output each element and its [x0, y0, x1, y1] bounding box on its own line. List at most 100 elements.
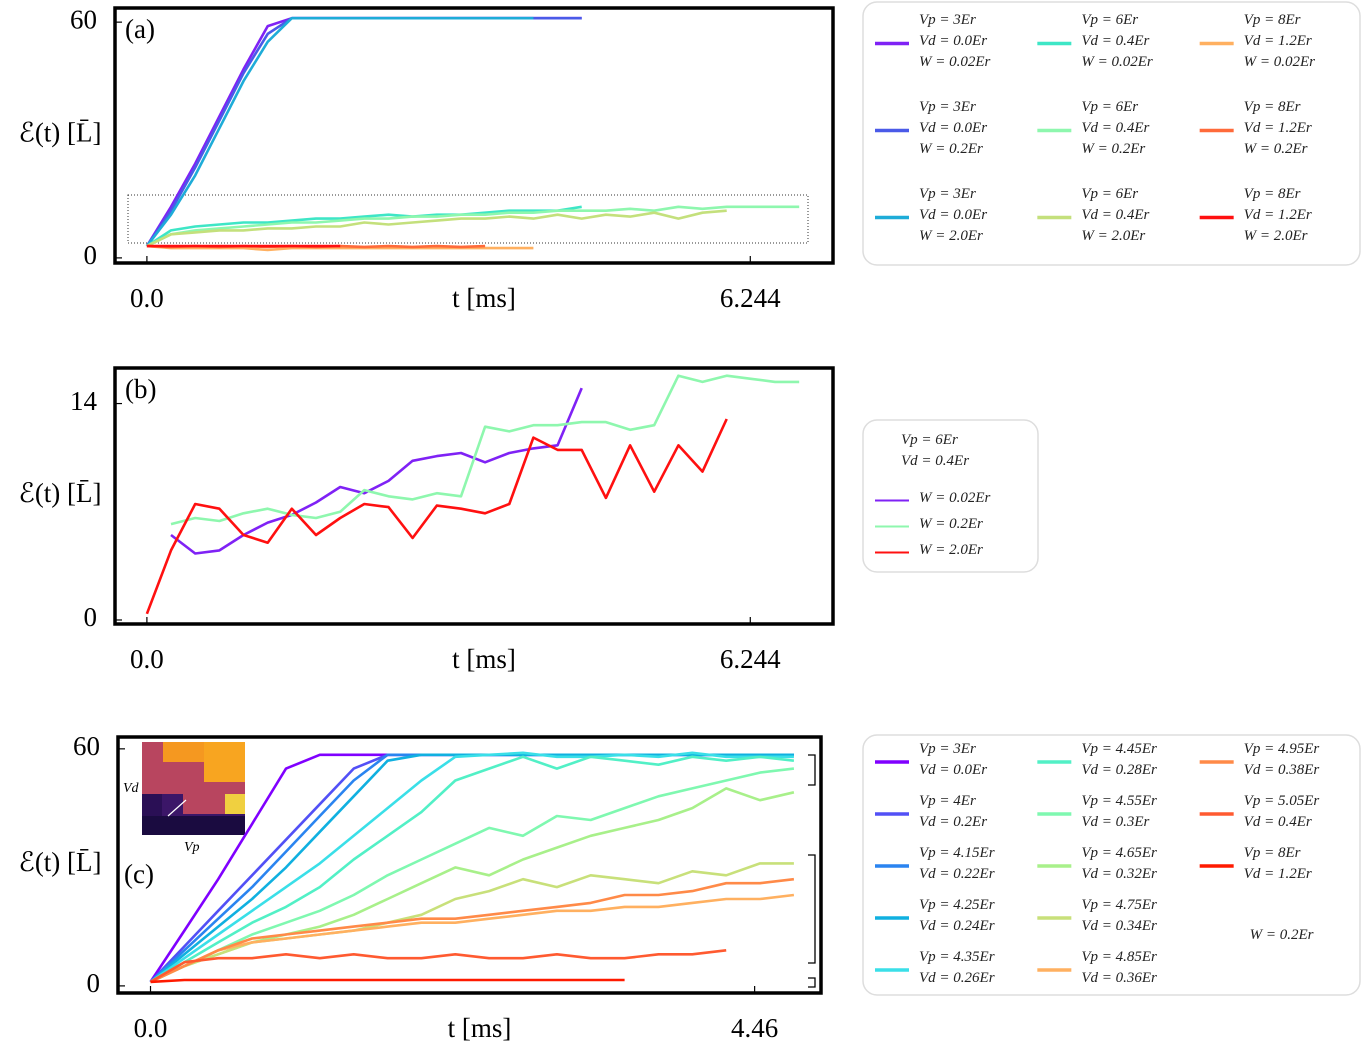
legend-entry-box: Vp = 4.95Er Vd = 0.38Er: [1243, 741, 1320, 778]
legend-entry: Vp = 4.95Er Vd = 0.38Er: [1243, 741, 1320, 778]
legend-entry: Vp = 4Er Vd = 0.2Er: [919, 793, 988, 830]
legend-entry: W = 0.02Er: [919, 490, 991, 506]
legend-entry-box: Vp = 4Er Vd = 0.2Er: [919, 793, 988, 830]
series-line: [149, 767, 795, 984]
legend-entry: Vp = 8Er Vd = 1.2Er: [1243, 845, 1312, 882]
y-tick-label: 60: [73, 731, 100, 761]
inset-x-label: Vp: [184, 840, 200, 855]
legend-entry-box: Vp = 4.45Er Vd = 0.28Er: [1081, 741, 1157, 778]
zoom-box: [127, 194, 809, 244]
legend-entry: Vp = 4.65Er Vd = 0.32Er: [1081, 845, 1157, 882]
legend-entry-box: Vp = 4.65Er Vd = 0.32Er: [1081, 845, 1157, 882]
legend-entry: W = 0.2Er: [919, 516, 983, 532]
legend-entry-box: Vp = 4.75Er Vd = 0.34Er: [1081, 897, 1157, 934]
series-line: [145, 16, 534, 247]
legend-note-box: W = 0.2Er: [1249, 927, 1314, 943]
legend-entry: W = 2.0Er: [919, 542, 983, 558]
series-line: [149, 751, 794, 983]
y-axis-label: ℰ(t) [L̄]: [18, 478, 101, 508]
legend-entry-box: Vp = 3Er Vd = 0.0Er W = 2.0Er: [919, 186, 988, 244]
legend-entry: Vp = 5.05Er Vd = 0.4Er: [1243, 793, 1320, 830]
series-line: [149, 753, 794, 983]
legend-entry: Vp = 4.15Er Vd = 0.22Er: [919, 845, 995, 882]
series-line: [149, 893, 795, 984]
legend-entry-box: W = 2.0Er: [919, 542, 983, 558]
legend-entry: Vp = 4.25Er Vd = 0.24Er: [919, 897, 995, 934]
legend-entry-box: Vp = 6Er Vd = 0.4Er W = 2.0Er: [1081, 186, 1150, 244]
legend-entry-box: Vp = 5.05Er Vd = 0.4Er: [1243, 793, 1320, 830]
legend-entry: Vp = 3Er Vd = 0.0Er W = 0.02Er: [919, 12, 991, 70]
series-line: [150, 978, 625, 984]
y-axis-label: ℰ(t) [L̄]: [18, 118, 101, 148]
legend-entry: Vp = 6Er Vd = 0.4Er W = 0.2Er: [1081, 99, 1150, 157]
series-line: [149, 753, 794, 983]
panel-label: (c): [124, 859, 154, 889]
plot-frame: [116, 735, 823, 995]
legend-entry: Vp = 3Er Vd = 0.0Er W = 2.0Er: [919, 186, 988, 244]
legend-entry: Vp = 8Er Vd = 1.2Er W = 0.2Er: [1243, 99, 1312, 157]
series-line: [149, 877, 795, 984]
legend-entry-box: Vp = 8Er Vd = 1.2Er W = 0.02Er: [1243, 12, 1316, 70]
legend-entry-box: Vp = 6Er Vd = 0.4Er W = 0.02Er: [1081, 12, 1153, 70]
legend-entry-box: W = 0.2Er: [919, 516, 983, 532]
legend-entry-box: Vp = 4.35Er Vd = 0.26Er: [919, 949, 995, 986]
legend-entry-box: Vp = 6Er Vd = 0.4Er W = 0.2Er: [1081, 99, 1150, 157]
legend-entry-box: W = 0.02Er: [919, 490, 991, 506]
x-tick-label: 6.244: [720, 644, 781, 674]
series-line: [145, 418, 728, 615]
brackets: [808, 754, 816, 988]
legend-entry-box: Vp = 4.55Er Vd = 0.3Er: [1081, 793, 1157, 830]
inset-heatmap: [142, 742, 245, 835]
inset-y-label: Vd: [123, 781, 140, 796]
series-line: [170, 374, 800, 526]
series-line: [149, 949, 727, 984]
x-axis-label: t [ms]: [452, 644, 516, 674]
legend-entry: Vp = 4.45Er Vd = 0.28Er: [1081, 741, 1157, 778]
y-tick-label: 60: [70, 4, 97, 34]
x-axis-label: t [ms]: [452, 283, 516, 313]
series-line: [149, 753, 794, 983]
legend-entry-box: Vp = 8Er Vd = 1.2Er W = 2.0Er: [1244, 186, 1312, 244]
x-tick-label: 4.46: [731, 1013, 778, 1043]
legend-entry: Vp = 4.85Er Vd = 0.36Er: [1081, 949, 1157, 986]
y-tick-label: 0: [84, 240, 98, 270]
legend-entry: Vp = 3Er Vd = 0.0Er: [919, 741, 988, 778]
x-tick-label: 6.244: [720, 283, 781, 313]
legend-entry-box: Vp = 4.85Er Vd = 0.36Er: [1081, 949, 1157, 986]
y-tick-label: 14: [70, 386, 98, 416]
legend-entry: Vp = 6Er Vd = 0.4Er W = 2.0Er: [1081, 186, 1150, 244]
plot-frame: [113, 6, 835, 265]
legend-box: [862, 1, 1361, 266]
legend-entry: Vp = 4.55Er Vd = 0.3Er: [1081, 793, 1157, 830]
legend-entry-box: Vp = 4.25Er Vd = 0.24Er: [919, 897, 995, 934]
legend-entry: Vp = 6Er Vd = 0.4Er W = 0.02Er: [1081, 12, 1153, 70]
legend-box: [862, 734, 1361, 996]
series-line: [146, 205, 582, 248]
legend-title-box: Vp = 6Er Vd = 0.4Er: [901, 432, 970, 469]
legend-entry: Vp = 8Er Vd = 1.2Er W = 0.02Er: [1243, 12, 1316, 70]
legend-entry-box: Vp = 4.15Er Vd = 0.22Er: [919, 845, 995, 882]
legend-note: W = 0.2Er: [1249, 927, 1314, 943]
x-tick-label: 0.0: [130, 283, 164, 313]
legend-entry-box: Vp = 3Er Vd = 0.0Er: [919, 741, 988, 778]
series-line: [170, 387, 583, 555]
y-axis-label: ℰ(t) [L̄]: [18, 847, 101, 877]
legend-entry-box: Vp = 8Er Vd = 1.2Er W = 0.2Er: [1243, 99, 1312, 157]
legend-entry: Vp = 4.35Er Vd = 0.26Er: [919, 949, 995, 986]
y-tick-label: 0: [87, 968, 101, 998]
panel-label: (b): [125, 374, 156, 404]
plot-frame: [113, 366, 835, 626]
series-line: [149, 755, 795, 984]
legend-entry: Vp = 3Er Vd = 0.0Er W = 0.2Er: [919, 99, 988, 157]
legend-title: Vp = 6Er Vd = 0.4Er: [901, 432, 970, 469]
series-line: [149, 753, 794, 983]
x-tick-label: 0.0: [134, 1013, 168, 1043]
x-axis-label: t [ms]: [448, 1013, 512, 1043]
y-tick-label: 0: [84, 602, 98, 632]
series-line: [146, 244, 534, 252]
legend-entry: Vp = 4.75Er Vd = 0.34Er: [1081, 897, 1157, 934]
legend-entry-box: Vp = 3Er Vd = 0.0Er W = 0.02Er: [919, 12, 991, 70]
legend-box: [862, 419, 1039, 573]
legend-entry-box: Vp = 3Er Vd = 0.0Er W = 0.2Er: [919, 99, 988, 157]
